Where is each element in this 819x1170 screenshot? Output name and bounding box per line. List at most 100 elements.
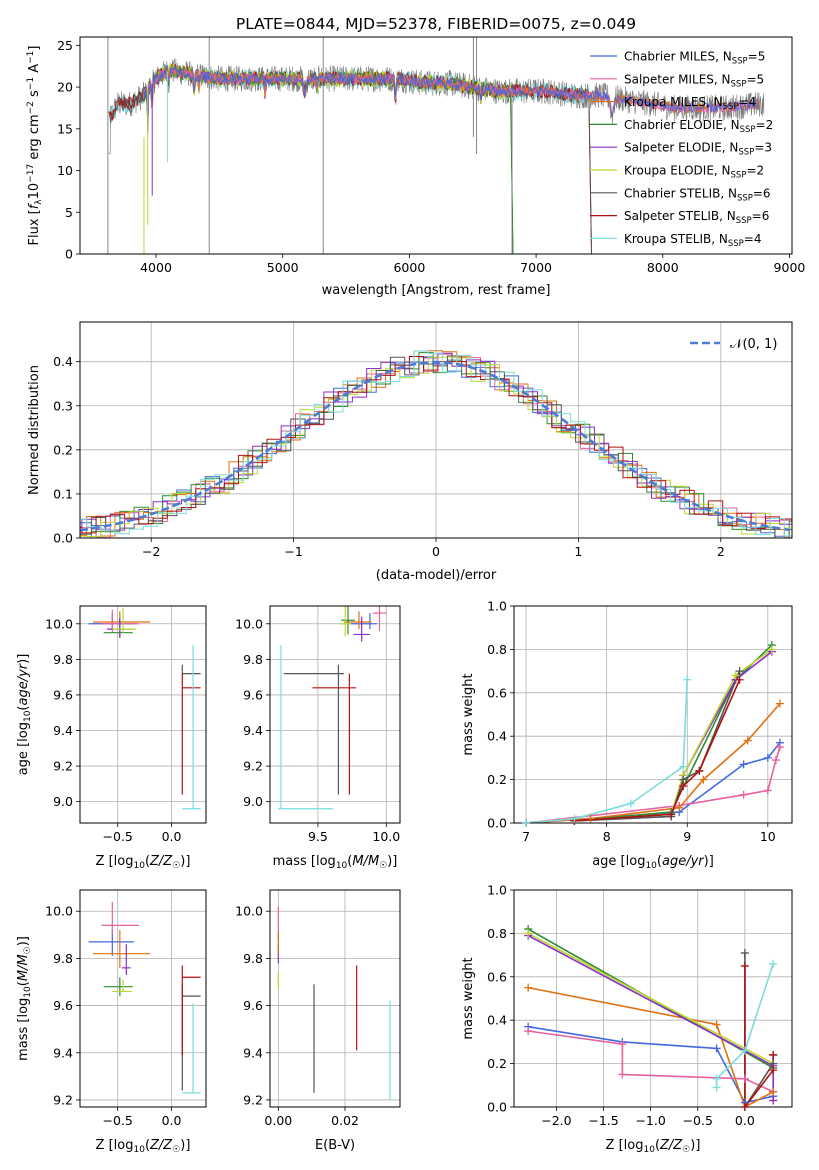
mass_weight_vs_Z-frame bbox=[513, 889, 793, 1108]
mass_weight_vs_Z-xtick-label: −0.5 bbox=[683, 1113, 713, 1128]
mass_weight_vs_age-marker bbox=[739, 790, 748, 799]
mass_vs_Z-ytick-label: 9.2 bbox=[53, 1092, 73, 1107]
age_vs_mass-plot-area bbox=[278, 606, 387, 810]
mass_vs_Z-ylabel-part: M/M bbox=[16, 954, 31, 981]
mass_weight_vs_Z-panel: −2.0 −1.5 −1.0 −0.5 0.0 0.0 0.2 0.4 0.6 0.8 1.0 bbox=[487, 883, 793, 1128]
spectrum-panel: 4000 5000 6000 7000 8000 9000 0 5 10 15 20 25 Chabri… bbox=[57, 36, 805, 275]
residuals-hist-series bbox=[80, 353, 792, 538]
spectrum-legend-sub: SSP bbox=[738, 148, 754, 158]
spectrum-legend-entry: Chabrier ELODIE, NSSP=2 bbox=[624, 118, 773, 135]
residuals-ytick-label: 0.1 bbox=[53, 486, 73, 501]
spectrum-legend-entry: Salpeter MILES, NSSP=5 bbox=[624, 72, 764, 89]
mass_weight_vs_age-marker bbox=[570, 814, 579, 823]
mass_weight_vs_Z-marker bbox=[769, 1096, 778, 1105]
mass_vs_EBV-ytick-label: 9.8 bbox=[243, 951, 263, 966]
age_vs_Z-ytick-label: 9.8 bbox=[53, 652, 73, 667]
mass_vs_Z-xtick-label: 0.0 bbox=[162, 1113, 182, 1128]
mass_weight_vs_Z-xtick-label: 0.0 bbox=[735, 1113, 755, 1128]
mass_weight_vs_Z-marker bbox=[740, 948, 749, 957]
spectrum-model-line bbox=[143, 66, 514, 254]
residuals-xlabel: (data-model)/error bbox=[376, 568, 497, 583]
mass_weight_vs_age-ylabel: mass weight bbox=[461, 673, 476, 755]
spectrum-legend-sub: SSP bbox=[732, 57, 748, 67]
mass_weight_vs_Z-xtick-label: −1.0 bbox=[635, 1113, 665, 1128]
mass_weight_vs_age-marker bbox=[695, 766, 704, 775]
mass_weight_vs_age-xlabel-part: ( bbox=[657, 854, 662, 869]
mass_weight_vs_Z-marker bbox=[712, 1044, 721, 1053]
spectrum-legend-post: =2 bbox=[746, 164, 764, 178]
mass_weight_vs_age-ytick-label: 0.0 bbox=[487, 816, 507, 831]
age_vs_Z-xlabel-part: ☉ bbox=[172, 861, 180, 871]
age_vs_Z-xlabel-part: 10 bbox=[133, 861, 145, 871]
mass_weight_vs_Z-marker bbox=[769, 959, 778, 968]
mass_vs_Z-ylabel-part: 10 bbox=[23, 986, 33, 998]
age_vs_Z-overlay: −0.5 0.0 9.0 9.2 9.4 9.6 9.8 10.0 bbox=[45, 605, 207, 844]
mass_vs_Z-xlabel-part: ☉ bbox=[172, 1145, 180, 1155]
age_vs_mass-ytick-label: 9.2 bbox=[243, 759, 263, 774]
mass_vs_EBV-plot-area bbox=[277, 906, 391, 1100]
spectrum-ylabel-part: λ bbox=[34, 199, 44, 205]
mass_vs_Z-xlabel-part: 10 bbox=[133, 1145, 145, 1155]
age_vs_mass-xtick-label: 10.0 bbox=[372, 829, 400, 844]
age_vs_Z-ytick-label: 9.6 bbox=[53, 687, 73, 702]
mass_weight_vs_Z-marker bbox=[524, 1027, 533, 1036]
mass_vs_Z-ytick-label: 9.6 bbox=[53, 998, 73, 1013]
spectrum-legend-text: Kroupa ELODIE, N bbox=[624, 164, 731, 178]
spectrum-ylabel-part: s bbox=[27, 90, 42, 101]
mass_weight_vs_Z-xlabel-part: Z/Z bbox=[659, 1138, 683, 1153]
mass_weight_vs_age-marker bbox=[675, 803, 684, 812]
mass_vs_Z-xlabel-part: ( bbox=[145, 1138, 150, 1153]
age_vs_Z-xlabel: Z [log10(Z/Z☉)] bbox=[96, 854, 191, 871]
mass_weight_vs_age-xlabel-part: 10 bbox=[645, 861, 657, 871]
age_vs_Z-ylabel-part: )] bbox=[16, 654, 31, 664]
mass_weight_vs_Z-ytick-label: 1.0 bbox=[487, 883, 507, 898]
mass_weight_vs_age-marker bbox=[743, 736, 752, 745]
spectrum-legend-sub: SSP bbox=[731, 171, 747, 181]
spectrum-legend-text: Salpeter STELIB, N bbox=[624, 209, 736, 223]
spectrum-ylabel-part: Flux [ bbox=[27, 209, 42, 245]
spectrum-legend-entry: Chabrier STELIB, NSSP=6 bbox=[624, 186, 771, 203]
residuals-ytick-label: 0.0 bbox=[53, 531, 73, 546]
spectrum-xlabel: wavelength [Angstrom, rest frame] bbox=[322, 283, 551, 298]
mass_vs_EBV-xtick-label: 0.00 bbox=[264, 1113, 292, 1128]
residuals-overlay: −2 −1 0 1 2 0.0 0.1 0.2 0.3 0.4 𝒩(0, 1) bbox=[53, 321, 793, 559]
age_vs_mass-xtick-label: 9.5 bbox=[308, 829, 328, 844]
mass_weight_vs_age-marker bbox=[699, 775, 708, 784]
residuals-normal-curve bbox=[80, 360, 790, 532]
mass_weight_vs_Z-marker bbox=[524, 983, 533, 992]
mass_vs_Z-plot-area bbox=[88, 901, 201, 1094]
age_vs_mass-ytick-label: 10.0 bbox=[235, 616, 263, 631]
spectrum-ytick-label: 0 bbox=[65, 247, 73, 262]
mass_weight_vs_age-ytick-label: 1.0 bbox=[487, 599, 507, 614]
mass_weight_vs_Z-marker bbox=[740, 1103, 749, 1111]
spectrum-legend-entry: Salpeter STELIB, NSSP=6 bbox=[624, 209, 769, 226]
age_vs_Z-xlabel-part: )] bbox=[180, 854, 190, 869]
spectrum-legend-entry: Kroupa ELODIE, NSSP=2 bbox=[624, 164, 764, 181]
mass_vs_Z-overlay: −0.5 0.0 9.2 9.4 9.6 9.8 10.0 bbox=[45, 889, 207, 1128]
residuals-plot-area bbox=[80, 350, 792, 538]
residuals-legend-label: 𝒩(0, 1) bbox=[730, 337, 777, 352]
mass_weight_vs_age-marker bbox=[763, 786, 772, 795]
spectrum-ylabel-part: −17 bbox=[26, 164, 36, 183]
mass_vs_Z-panel: −0.5 0.0 9.2 9.4 9.6 9.8 10.0 bbox=[45, 889, 207, 1128]
age_vs_mass-xlabel-part: M/M bbox=[352, 854, 379, 869]
spectrum-frame bbox=[79, 36, 793, 255]
mass_vs_Z-ylabel-part: mass [log bbox=[16, 998, 31, 1061]
age_vs_mass-panel: 9.5 10.0 9.0 9.2 9.4 9.6 9.8 10.0 bbox=[235, 605, 401, 844]
residuals-panel: −2 −1 0 1 2 0.0 0.1 0.2 0.3 0.4 𝒩(0, 1) bbox=[53, 321, 793, 559]
spectrum-legend-post: =6 bbox=[753, 186, 771, 200]
mass_weight_vs_Z-ytick-label: 0.4 bbox=[487, 1013, 507, 1028]
mass_weight_vs_age-marker bbox=[763, 753, 772, 762]
spectrum-ytick-label: 20 bbox=[57, 80, 73, 95]
mass_vs_Z-ylabel-part: )] bbox=[16, 936, 31, 946]
mass_vs_EBV-ytick-label: 9.6 bbox=[243, 998, 263, 1013]
mass_weight_vs_Z-marker bbox=[712, 1074, 721, 1083]
age_vs_Z-plot-area bbox=[88, 607, 201, 810]
spectrum-ylabel-part: −1 bbox=[26, 77, 36, 90]
mass_weight_vs_Z-xtick-label: −2.0 bbox=[541, 1113, 571, 1128]
age_vs_mass-ytick-label: 9.4 bbox=[243, 723, 263, 738]
mass_weight_vs_age-series-line bbox=[526, 703, 781, 823]
spectrum-legend-text: Chabrier ELODIE, N bbox=[624, 118, 740, 132]
age_vs_Z-ytick-label: 9.4 bbox=[53, 723, 73, 738]
spectrum-ytick-label: 25 bbox=[57, 38, 73, 53]
